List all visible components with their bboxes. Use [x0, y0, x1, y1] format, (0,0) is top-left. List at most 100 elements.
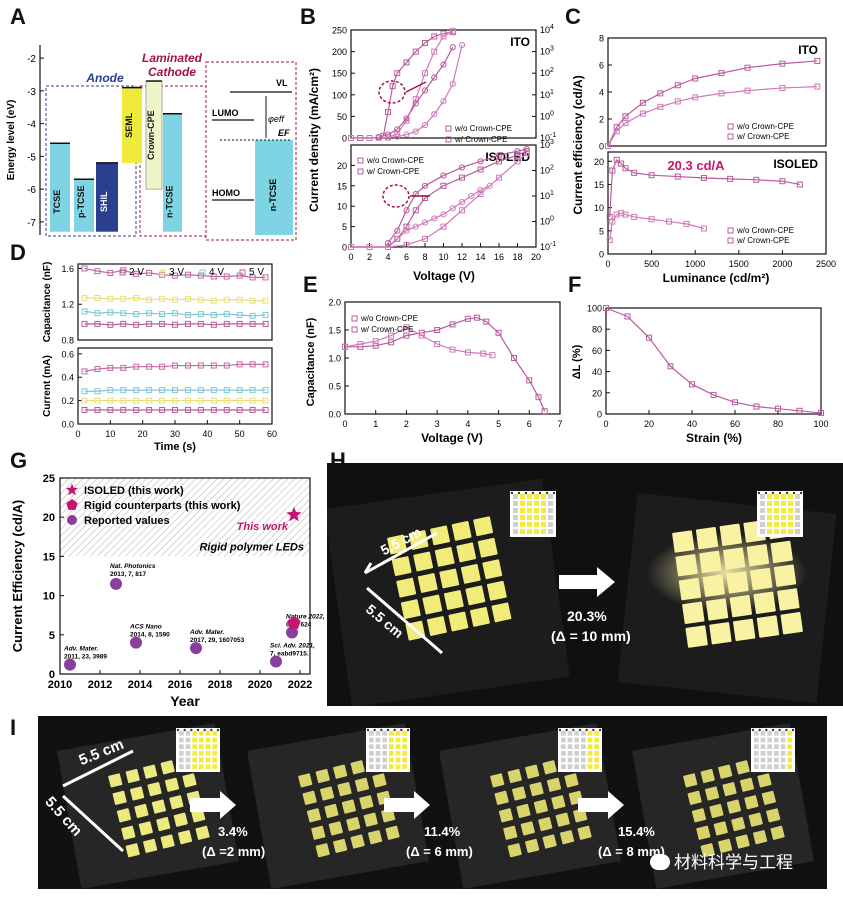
inset-cell	[513, 529, 518, 534]
series-0-line	[345, 317, 546, 412]
layer-label: n-TCSE	[165, 185, 175, 218]
legend-label: 4 V	[209, 267, 224, 278]
inset-cell	[382, 764, 387, 769]
legend-label: ISOLED (this work)	[84, 485, 184, 497]
x-axis-title: Voltage (V)	[413, 269, 475, 283]
inset-dot	[203, 728, 206, 732]
pixel	[315, 843, 330, 858]
highlight-arrow	[405, 81, 427, 93]
y-tick-label: 1.2	[61, 300, 74, 310]
series-0-0-point	[674, 82, 681, 89]
inset-cell	[581, 737, 586, 743]
inset-cell	[548, 515, 553, 520]
series-0-1-point	[440, 33, 447, 40]
series-0-3-point	[403, 131, 410, 138]
inset-cell	[787, 764, 792, 769]
y2-tick-label: 101	[540, 89, 554, 100]
series-0-3-point	[249, 274, 256, 281]
series-1-3-point	[120, 364, 127, 371]
series-0-point	[434, 327, 441, 333]
inset-cell	[212, 737, 217, 743]
y-axis-title: Current (mA)	[42, 355, 53, 417]
series-1-point	[464, 349, 471, 356]
legend-label: w/o Crown-CPE	[454, 124, 512, 133]
size-arrow	[62, 749, 134, 788]
pixel	[182, 773, 197, 788]
inset-cell	[389, 764, 394, 769]
inset-cell	[520, 529, 525, 534]
legend-marker	[727, 227, 734, 234]
legend-label: w/ Crown-CPE	[736, 236, 789, 245]
series-0-0-point	[431, 33, 438, 40]
inset-cell	[402, 744, 407, 749]
pixel	[311, 825, 326, 840]
inset-cell	[587, 764, 593, 769]
inset-cell	[767, 751, 772, 756]
inset-dot	[565, 728, 568, 732]
series-0-0-point	[389, 83, 396, 90]
pixel	[766, 808, 781, 823]
inset-cell	[527, 501, 532, 506]
pixel	[490, 773, 505, 788]
series-0-0-point	[81, 320, 88, 327]
inset-cell	[567, 744, 573, 749]
series-1-0-point	[779, 178, 786, 185]
y-tick-label: 50	[337, 112, 347, 122]
plot-frame	[605, 307, 822, 415]
series-1-0-point	[609, 167, 616, 174]
inset-cell	[774, 764, 779, 769]
series-1-3-point	[421, 219, 429, 226]
inset-cell	[402, 764, 407, 769]
inset-cell	[389, 751, 394, 756]
x-axis-title: Voltage (V)	[421, 431, 483, 445]
series-0-3-point	[197, 272, 204, 279]
inset-cell	[567, 757, 573, 763]
inset-cell	[179, 757, 184, 763]
inset-cell	[375, 731, 381, 736]
x-tick-label: 2	[367, 252, 372, 262]
reference-detail: 2014, 8, 1590	[130, 632, 170, 639]
pixel	[709, 622, 732, 645]
series-1-2-point	[223, 387, 230, 394]
inset-cell	[369, 737, 374, 743]
inset-cell	[395, 764, 401, 769]
peak-annotation: 20.3 cd/A	[667, 158, 725, 173]
luminance-strain-chart: 0 20 40 60 80 100 0 20 40 60 80 100 Strain (%) ΔL (%)	[571, 304, 829, 446]
subplot-tag: ISOLED	[773, 157, 818, 171]
pixel	[726, 571, 749, 594]
inset-cell	[212, 751, 217, 756]
pixel	[533, 799, 548, 814]
y-tick-label: 150	[332, 69, 347, 79]
inset-cell	[788, 494, 793, 499]
series-0-2-point	[94, 310, 101, 317]
series-1-0-point	[613, 156, 620, 163]
series-0-0-point	[718, 70, 725, 77]
series-1-2-point	[384, 239, 392, 247]
inset-cell	[754, 737, 759, 743]
pixel	[328, 821, 343, 836]
series-0-1-point	[744, 87, 751, 94]
y-tick-label: 0	[342, 134, 347, 144]
series-0-1-point	[197, 296, 204, 303]
arrow-icon	[559, 567, 615, 597]
series-0-1-point	[718, 90, 725, 97]
series-0-1-point	[449, 27, 456, 34]
strain-label: 20.3%	[567, 608, 607, 624]
series-1-1-point	[146, 397, 153, 404]
series-0-0-point	[385, 109, 391, 116]
pixel	[298, 773, 313, 788]
inset-cell	[548, 494, 553, 499]
y-tick-label: 80	[592, 325, 602, 335]
legend-marker	[239, 269, 246, 276]
pixel	[746, 544, 770, 567]
pixel	[685, 625, 708, 648]
series-1-0-point	[81, 406, 88, 413]
y-tick-label: 0	[599, 142, 604, 152]
this-work-label: This work	[237, 521, 289, 533]
series-1-0-point	[94, 406, 101, 413]
y-tick-label: -3	[27, 87, 36, 98]
pixel	[735, 834, 750, 849]
y-tick-label: 60	[592, 346, 602, 356]
inset-cell	[781, 529, 786, 534]
